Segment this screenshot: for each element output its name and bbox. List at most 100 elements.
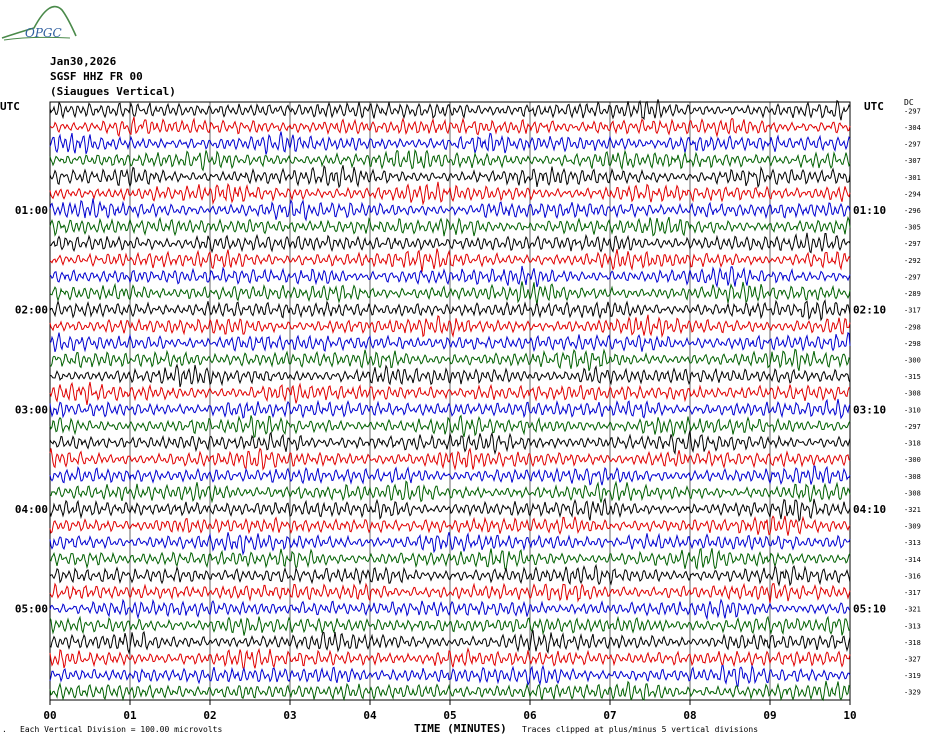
seismic-trace: [49, 99, 851, 121]
dc-offset-label: -297: [904, 141, 921, 149]
dc-offset-label: -317: [904, 589, 921, 597]
dc-offset-label: -329: [904, 689, 921, 697]
x-tick-label: 04: [363, 709, 377, 722]
right-time-label: 02:10: [853, 304, 886, 317]
dc-offset-label: -297: [904, 423, 921, 431]
seismic-trace: [49, 131, 851, 155]
seismic-trace: [49, 497, 851, 523]
utc-right-label: UTC: [864, 100, 884, 113]
seismic-trace: [49, 465, 851, 486]
seismic-trace: [49, 480, 851, 504]
x-tick-label: 00: [43, 709, 56, 722]
dc-offset-label: -308: [904, 489, 921, 497]
left-time-label: 01:00: [15, 204, 48, 217]
seismic-trace: [49, 680, 851, 702]
left-time-label: 02:00: [15, 304, 48, 317]
dc-offset-label: -298: [904, 340, 921, 348]
seismic-trace: [49, 348, 851, 372]
seismic-trace: [49, 582, 851, 604]
x-tick-label: 03: [283, 709, 296, 722]
seismic-trace: [49, 181, 851, 206]
dc-offset-label: -318: [904, 440, 921, 448]
station-code: SGSF HHZ FR 00: [50, 70, 143, 83]
station-location: (Siaugues Vertical): [50, 85, 176, 98]
dc-offset-label: -313: [904, 539, 921, 547]
opgc-logo-mark: [1, 5, 77, 41]
dc-offset-label: -313: [904, 622, 921, 630]
dc-offset-label: -321: [904, 506, 921, 514]
dc-offset-label: -308: [904, 390, 921, 398]
left-time-label: 03:00: [15, 403, 48, 416]
logo-text: OPGC: [25, 26, 62, 40]
right-time-label: 04:10: [853, 503, 886, 516]
dc-offset-label: -294: [904, 190, 921, 198]
plot-date: Jan30,2026: [50, 55, 117, 68]
division-note: Each Vertical Division = 100.00 microvol…: [20, 725, 223, 734]
seismic-trace: [49, 563, 851, 587]
x-tick-label: 05: [443, 709, 456, 722]
x-tick-label: 01: [123, 709, 137, 722]
seismic-trace: [49, 598, 851, 621]
right-time-label: 05:10: [853, 603, 886, 616]
seismic-trace: [49, 547, 851, 571]
dc-offset-label: -304: [904, 124, 921, 132]
dc-offset-label: -315: [904, 373, 921, 381]
dc-offset-label: -301: [904, 174, 921, 182]
seismic-trace: [49, 647, 851, 670]
seismic-trace: [49, 331, 851, 353]
left-time-label: 04:00: [15, 503, 48, 516]
dc-offset-label: -327: [904, 655, 921, 663]
seismic-trace: [49, 515, 851, 536]
dc-offset-label: -310: [904, 406, 921, 414]
seismic-trace: [49, 116, 851, 138]
x-tick-label: 06: [523, 709, 537, 722]
dc-offset-label: -292: [904, 257, 921, 265]
dc-offset-label: -289: [904, 290, 921, 298]
seismic-trace: [49, 281, 851, 306]
dc-offset-label: -314: [904, 556, 921, 564]
opgc-logo: OPGC: [0, 2, 80, 42]
seismic-trace: [49, 363, 851, 388]
dc-offset-label: -317: [904, 307, 921, 315]
footer-mark: .: [2, 725, 7, 734]
utc-left-label: UTC: [0, 100, 20, 113]
x-tick-label: 02: [203, 709, 216, 722]
right-time-label: 01:10: [853, 204, 886, 217]
seismic-trace: [49, 447, 851, 471]
dc-offset-label: -297: [904, 273, 921, 281]
right-time-label: 03:10: [853, 403, 886, 416]
seismic-trace: [49, 414, 851, 438]
seismic-trace: [49, 664, 851, 688]
seismic-trace: [49, 314, 851, 338]
clip-note: Traces clipped at plus/minus 5 vertical …: [522, 725, 759, 734]
dc-offset-label: -296: [904, 207, 921, 215]
dc-offset-label: -307: [904, 157, 921, 165]
dc-offset-label: -298: [904, 323, 921, 331]
dc-offset-label: -305: [904, 224, 921, 232]
seismic-trace: [49, 615, 851, 636]
seismic-trace: [49, 381, 851, 405]
seismic-trace: [49, 430, 851, 456]
left-time-label: 05:00: [15, 603, 48, 616]
seismic-trace: [49, 149, 851, 172]
seismic-trace: [49, 630, 851, 655]
seismic-trace: [49, 299, 851, 322]
dc-offset-label: -309: [904, 523, 921, 531]
seismic-trace: [49, 398, 851, 420]
dc-label: DC: [904, 98, 914, 107]
dc-offset-label: -297: [904, 240, 921, 248]
dc-offset-label: -321: [904, 606, 921, 614]
seismic-trace: [49, 215, 851, 237]
dc-offset-label: -318: [904, 639, 921, 647]
dc-offset-label: -319: [904, 672, 921, 680]
dc-offset-label: -300: [904, 356, 921, 364]
x-tick-label: 10: [843, 709, 856, 722]
dc-offset-label: -300: [904, 456, 921, 464]
seismic-trace: [49, 232, 851, 254]
x-tick-label: 07: [603, 709, 616, 722]
dc-offset-label: -316: [904, 572, 921, 580]
x-axis-title: TIME (MINUTES): [414, 722, 507, 735]
seismic-trace: [49, 532, 851, 556]
